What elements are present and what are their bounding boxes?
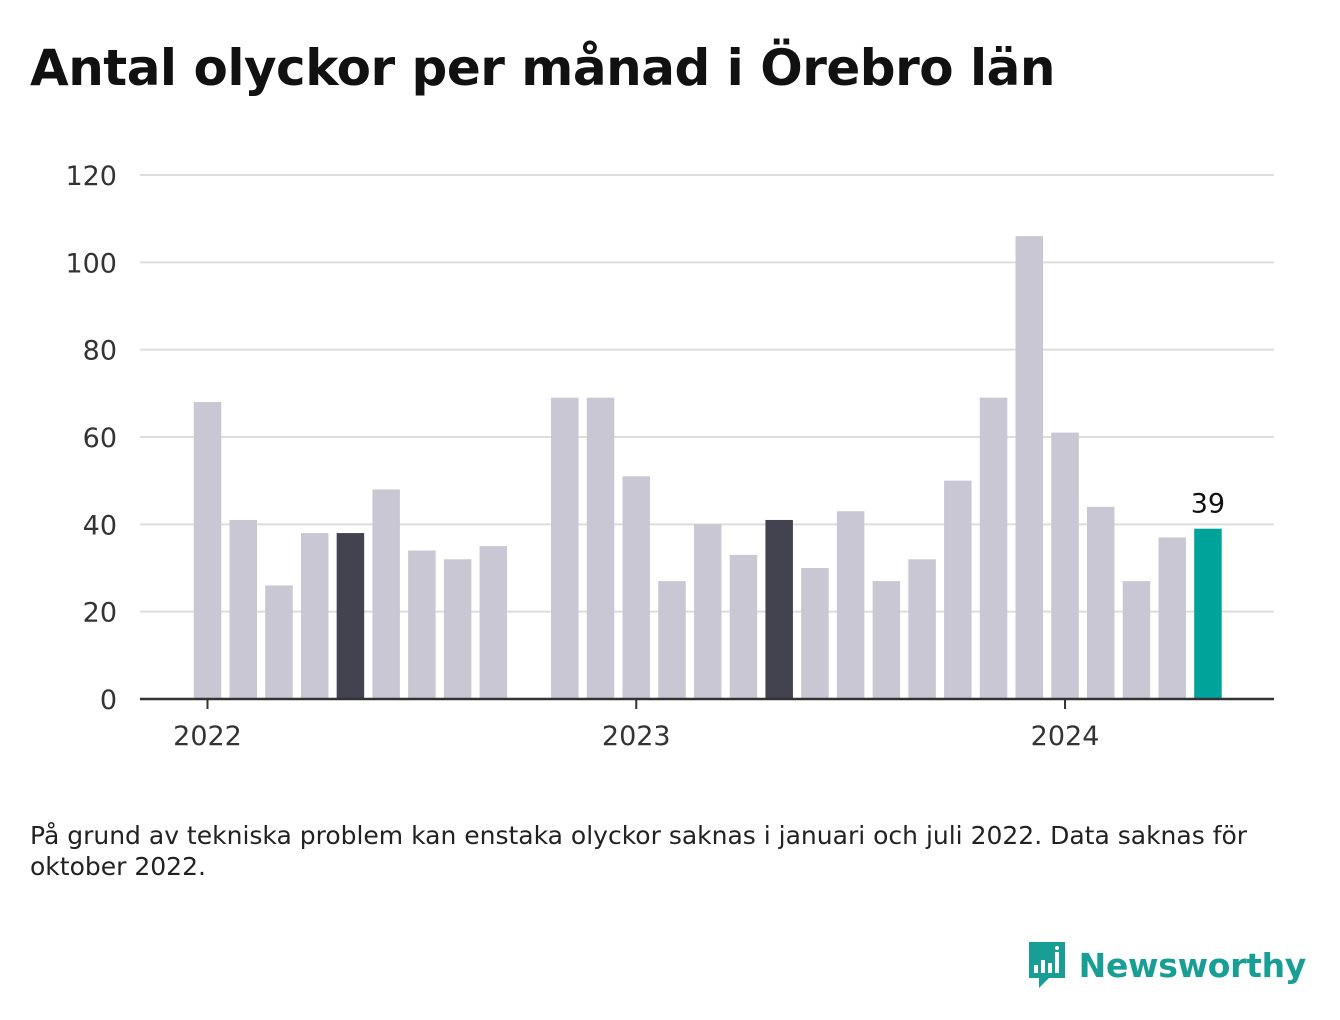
bar-value-label: 39 [1191,489,1225,520]
bar-2023-03 [693,524,722,699]
bar-2024-05 [1194,528,1222,699]
bar-2023-10 [944,480,972,699]
data-labels: 39 [1191,489,1225,520]
y-tick-label: 0 [100,685,117,716]
bar-2023-11 [979,397,1008,699]
bar-2023-09 [908,559,936,699]
bars [193,236,1222,699]
bar-2023-06 [801,568,829,699]
bar-2022-08 [443,559,472,699]
brand-name: Newsworthy [1078,945,1307,985]
bar-chart-speech-bubble-icon [1028,942,1065,988]
bar-2022-05 [336,533,365,699]
bar-2023-12 [1015,236,1044,699]
bar-2024-03 [1122,581,1151,699]
y-tick-label: 60 [83,423,117,454]
bar-2023-05 [765,519,793,699]
bar-2022-11 [551,397,579,699]
bar-2023-07 [836,511,865,699]
chart-title: Antal olyckor per månad i Örebro län [30,39,1055,97]
bar-2022-12 [586,397,615,699]
footnote: På grund av tekniska problem kan enstaka… [30,821,1248,881]
bar-2023-04 [729,554,758,699]
bar-2022-02 [229,519,257,699]
bar-2022-07 [408,550,436,699]
bar-2023-01 [622,476,651,699]
bar-2022-04 [300,533,329,699]
bar-2024-04 [1158,537,1186,699]
bar-2022-06 [372,489,400,699]
bar-chart: 0 20 40 60 80 100 120 2022 2023 2024 39 [65,161,1274,752]
brand[interactable]: Newsworthy [1027,940,1306,990]
y-tick-label: 100 [65,248,117,279]
y-tick-label: 120 [65,161,117,192]
y-tick-label: 40 [83,510,117,541]
y-axis-ticks: 0 20 40 60 80 100 120 [65,161,117,716]
bar-2022-09 [479,546,508,699]
y-tick-label: 80 [83,336,117,367]
x-tick-label: 2024 [1031,721,1100,752]
bar-2023-02 [658,581,686,699]
bar-2022-01 [193,402,222,699]
bar-2022-03 [265,585,293,699]
y-tick-label: 20 [83,598,117,629]
bar-2024-02 [1087,506,1115,699]
x-tick-label: 2022 [173,721,242,752]
bar-2023-08 [872,581,901,699]
x-axis-ticks: 2022 2023 2024 [173,699,1099,752]
x-tick-label: 2023 [602,721,671,752]
bar-2024-01 [1051,432,1079,699]
